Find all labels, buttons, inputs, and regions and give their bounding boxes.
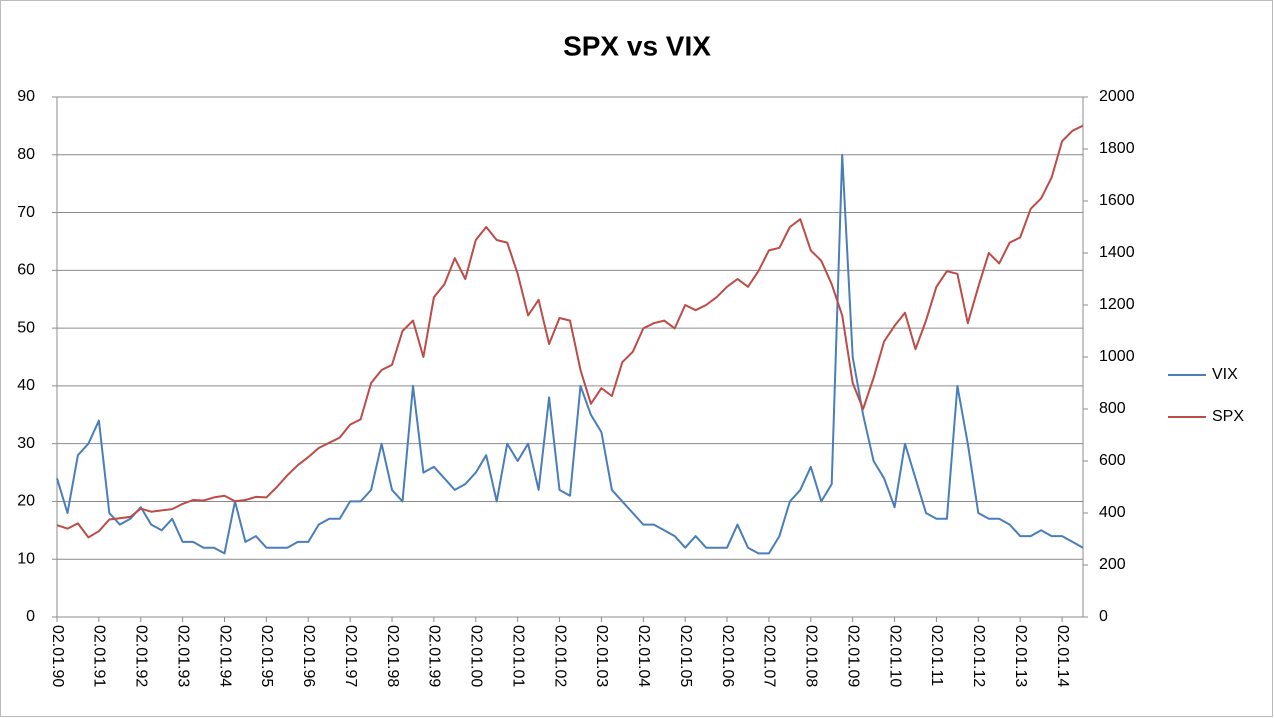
x-tick-label: 02.01.11 [928,625,945,686]
x-tick-label: 02.01.01 [509,625,526,687]
x-tick-label: 02.01.98 [384,625,401,687]
x-tick-label: 02.01.09 [844,625,861,687]
y2-tick-label: 400 [1099,504,1126,521]
y-tick-label: 20 [17,493,35,510]
chart-title: SPX vs VIX [563,30,711,61]
y2-tick-label: 800 [1099,400,1126,417]
y2-tick-label: 200 [1099,556,1126,573]
x-tick-label: 02.01.10 [886,625,903,687]
x-tick-label: 02.01.92 [133,625,150,687]
legend-label: VIX [1212,366,1238,383]
y2-tick-label: 1200 [1099,296,1135,313]
y2-tick-label: 1600 [1099,192,1135,209]
x-tick-label: 02.01.99 [426,625,443,687]
y2-tick-label: 2000 [1099,88,1135,105]
legend-label: SPX [1212,408,1244,425]
y-tick-label: 40 [17,377,35,394]
y2-tick-label: 0 [1099,608,1108,625]
x-tick-label: 02.01.04 [635,625,652,687]
x-tick-label: 02.01.95 [258,625,275,687]
x-tick-label: 02.01.91 [91,625,108,687]
x-tick-label: 02.01.96 [300,625,317,687]
y-tick-label: 70 [17,204,35,221]
x-tick-label: 02.01.93 [174,625,191,687]
y-tick-label: 10 [17,550,35,567]
y-tick-label: 60 [17,262,35,279]
x-tick-label: 02.01.05 [677,625,694,687]
y2-tick-label: 1800 [1099,140,1135,157]
x-tick-label: 02.01.14 [1054,625,1071,687]
y-tick-label: 80 [17,146,35,163]
x-tick-label: 02.01.03 [593,625,610,687]
x-tick-label: 02.01.08 [803,625,820,687]
y-tick-label: 90 [17,88,35,105]
x-tick-label: 02.01.97 [342,625,359,687]
y-tick-label: 50 [17,319,35,336]
y2-tick-label: 1400 [1099,244,1135,261]
y-tick-label: 30 [17,435,35,452]
x-tick-label: 02.01.12 [970,625,987,687]
y2-tick-label: 1000 [1099,348,1135,365]
x-tick-label: 02.01.06 [719,625,736,687]
x-tick-label: 02.01.07 [761,625,778,687]
x-tick-label: 02.01.90 [49,625,66,687]
x-tick-label: 02.01.13 [1012,625,1029,687]
x-tick-label: 02.01.94 [216,625,233,687]
series-line [56,124,1084,539]
y2-tick-label: 600 [1099,452,1126,469]
y-tick-label: 0 [26,608,35,625]
series-line [56,153,1084,555]
x-tick-label: 02.01.00 [468,625,485,687]
x-tick-label: 02.01.02 [551,625,568,687]
